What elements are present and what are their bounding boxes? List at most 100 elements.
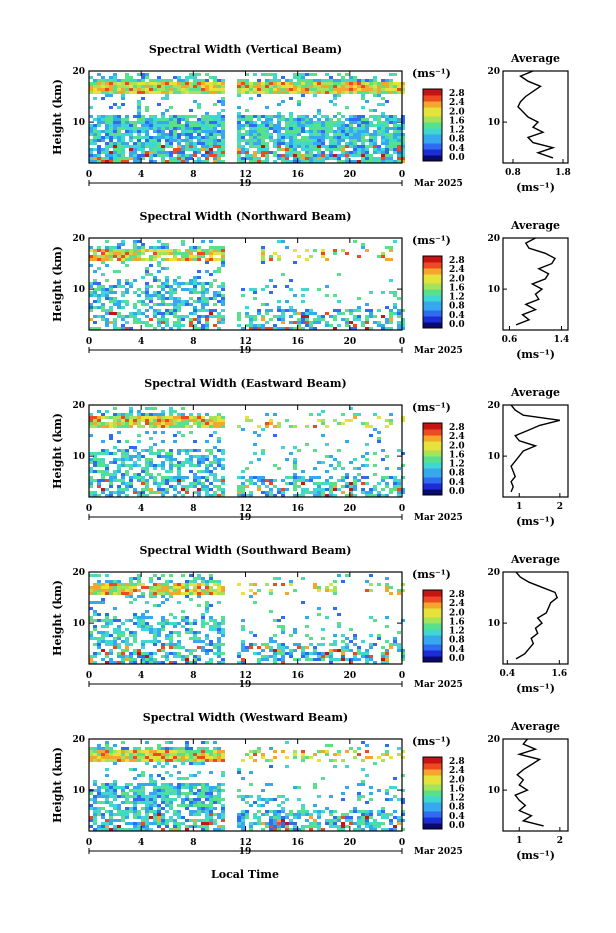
heatmap-cell: [253, 124, 257, 127]
heatmap-cell: [201, 282, 205, 285]
heatmap-cell: [157, 425, 161, 428]
y-tick-label: 10: [72, 452, 85, 462]
heatmap-cell: [173, 631, 177, 634]
heatmap-cell: [237, 655, 241, 658]
heatmap-cell: [117, 786, 121, 789]
heatmap-cell: [161, 786, 165, 789]
heatmap-cell: [221, 288, 225, 291]
heatmap-cell: [117, 804, 121, 807]
heatmap-cell: [213, 625, 217, 628]
heatmap-cell: [105, 589, 109, 592]
heatmap-cell: [221, 133, 225, 136]
heatmap-cell: [345, 324, 349, 327]
heatmap-cell: [165, 91, 169, 94]
heatmap-cell: [329, 88, 333, 91]
heatmap-cell: [321, 482, 325, 485]
heatmap-cell: [153, 255, 157, 258]
heatmap-cell: [289, 309, 293, 312]
heatmap-cell: [105, 410, 109, 413]
heatmap-cell: [269, 810, 273, 813]
heatmap-cell: [377, 130, 381, 133]
heatmap-cell: [365, 422, 369, 425]
heatmap-cell: [213, 458, 217, 461]
heatmap-cell: [197, 640, 201, 643]
heatmap-cell: [197, 252, 201, 255]
heatmap-cell: [113, 476, 117, 479]
heatmap-cell: [325, 154, 329, 157]
heatmap-cell: [349, 628, 353, 631]
heatmap-cell: [345, 145, 349, 148]
heatmap-cell: [297, 121, 301, 124]
heatmap-cell: [193, 464, 197, 467]
heatmap-cell: [153, 154, 157, 157]
x-tick-label: 0: [86, 170, 92, 180]
heatmap-cell: [221, 148, 225, 151]
heatmap-cell: [185, 759, 189, 762]
heatmap-cell: [365, 249, 369, 252]
heatmap-cell: [325, 312, 329, 315]
heatmap-cell: [241, 91, 245, 94]
heatmap-cell: [93, 142, 97, 145]
heatmap-cell: [153, 85, 157, 88]
heatmap-cell: [181, 133, 185, 136]
heatmap-cell: [181, 616, 185, 619]
heatmap-cell: [169, 133, 173, 136]
heatmap-cell: [201, 616, 205, 619]
heatmap-cell: [333, 103, 337, 106]
heatmap-cell: [289, 118, 293, 121]
heatmap-cell: [97, 145, 101, 148]
heatmap-cell: [357, 121, 361, 124]
heatmap-cell: [105, 774, 109, 777]
heatmap-cell: [101, 470, 105, 473]
heatmap-cell: [201, 115, 205, 118]
heatmap-cell: [337, 753, 341, 756]
heatmap-cell: [193, 100, 197, 103]
heatmap-cell: [185, 747, 189, 750]
heatmap-cell: [237, 82, 241, 85]
heatmap-cell: [281, 154, 285, 157]
heatmap-cell: [309, 145, 313, 148]
heatmap-cell: [113, 246, 117, 249]
heatmap-cell: [101, 440, 105, 443]
heatmap-cell: [177, 449, 181, 452]
heatmap-cell: [365, 139, 369, 142]
heatmap-cell: [169, 634, 173, 637]
heatmap-cell: [189, 598, 193, 601]
heatmap-cell: [153, 148, 157, 151]
heatmap-cell: [197, 416, 201, 419]
heatmap-cell: [133, 142, 137, 145]
heatmap-cell: [165, 79, 169, 82]
heatmap-cell: [173, 127, 177, 130]
heatmap-cell: [217, 115, 221, 118]
heatmap-cell: [345, 482, 349, 485]
heatmap-cell: [273, 798, 277, 801]
heatmap-cell: [381, 79, 385, 82]
heatmap-cell: [113, 461, 117, 464]
heatmap-cell: [185, 792, 189, 795]
heatmap-cell: [269, 279, 273, 282]
heatmap-cell: [309, 91, 313, 94]
heatmap-cell: [153, 303, 157, 306]
heatmap-cell: [189, 759, 193, 762]
heatmap-cell: [277, 258, 281, 261]
heatmap-cell: [269, 422, 273, 425]
heatmap-cell: [261, 798, 265, 801]
heatmap-cell: [253, 750, 257, 753]
heatmap-cell: [217, 464, 221, 467]
heatmap-cell: [113, 646, 117, 649]
heatmap-cell: [97, 285, 101, 288]
heatmap-cell: [93, 795, 97, 798]
heatmap-cell: [345, 82, 349, 85]
heatmap-cell: [245, 315, 249, 318]
heatmap-cell: [221, 139, 225, 142]
heatmap-cell: [257, 79, 261, 82]
colorbar-tick-label: 0.4: [449, 478, 465, 488]
average-title: Average: [510, 553, 560, 566]
heatmap-cell: [201, 252, 205, 255]
heatmap-cell: [189, 282, 193, 285]
heatmap-cell: [321, 142, 325, 145]
heatmap-cell: [209, 151, 213, 154]
heatmap-cell: [317, 142, 321, 145]
heatmap-cell: [189, 747, 193, 750]
heatmap-cell: [373, 124, 377, 127]
